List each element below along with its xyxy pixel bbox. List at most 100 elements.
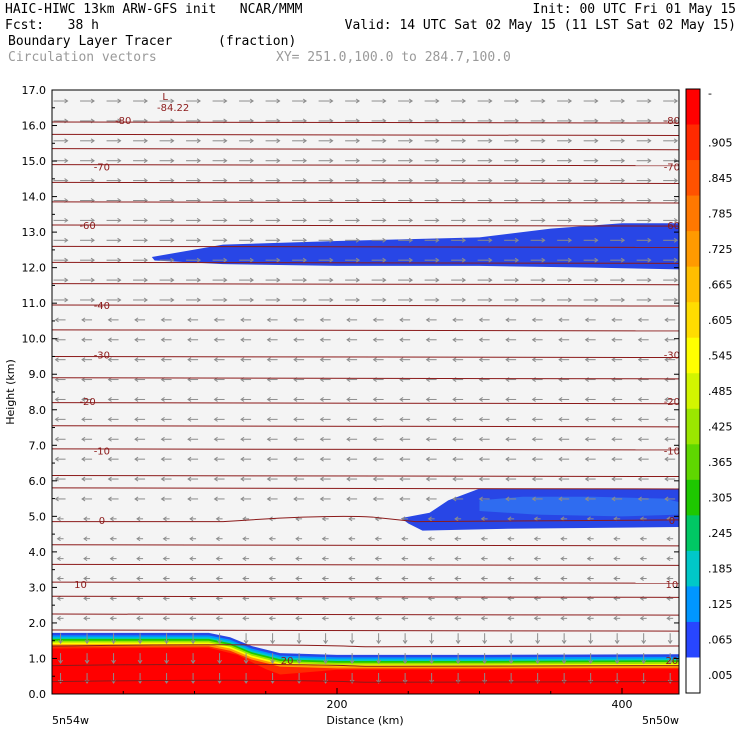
- field-units: (fraction): [218, 34, 297, 49]
- y-axis-title: Height (km): [4, 359, 17, 425]
- vector-arrow: [83, 596, 91, 601]
- vector-arrow: [348, 556, 356, 562]
- y-tick-label: 0.0: [29, 688, 47, 701]
- colorbar-swatch: [686, 444, 700, 481]
- vector-arrow: [107, 337, 119, 343]
- vector-arrow: [371, 198, 387, 203]
- vector-arrow: [318, 257, 334, 263]
- contour-label: -70: [664, 162, 680, 173]
- vector-arrow: [611, 357, 623, 363]
- vector-arrow: [319, 456, 331, 462]
- vector-arrow: [81, 496, 93, 502]
- vector-arrow: [372, 496, 384, 502]
- vector-arrow: [610, 257, 626, 263]
- vector-arrow: [107, 416, 119, 422]
- vector-arrow: [265, 277, 281, 283]
- vector-arrow: [80, 158, 95, 164]
- vector-arrow: [372, 436, 384, 442]
- vector-arrow: [372, 317, 384, 323]
- vector-arrow: [588, 633, 594, 645]
- vector-arrow: [610, 217, 626, 223]
- vector-arrow: [111, 653, 116, 665]
- vector-arrow: [480, 536, 488, 542]
- vector-arrow: [213, 496, 225, 502]
- temperature-contour: [51, 355, 680, 359]
- temperature-contour: [51, 644, 680, 648]
- vector-arrow: [106, 237, 122, 243]
- vector-arrow: [557, 138, 573, 144]
- vector-arrow: [454, 556, 462, 562]
- vector-arrow: [318, 297, 334, 303]
- colorbar-swatch: [686, 515, 700, 552]
- vector-arrow: [321, 576, 329, 581]
- vector-arrow: [663, 237, 679, 243]
- vector-arrow: [134, 397, 146, 402]
- temperature-contour: [51, 304, 680, 307]
- vector-arrow: [371, 178, 387, 184]
- colorbar-swatch: [686, 124, 700, 161]
- vector-arrow: [482, 653, 488, 665]
- vector-arrow: [136, 556, 144, 562]
- vector-arrow: [319, 496, 331, 502]
- vector-arrow: [84, 653, 90, 665]
- vector-arrow: [53, 297, 69, 303]
- contour-label: -20: [664, 397, 680, 408]
- colorbar-label: .125: [708, 598, 733, 611]
- vector-arrow: [109, 615, 117, 621]
- vector-arrow: [531, 397, 543, 402]
- vector-arrow: [424, 277, 440, 283]
- vector-arrow: [240, 456, 252, 462]
- vector-arrow: [505, 357, 517, 363]
- vector-arrow: [240, 416, 252, 422]
- vector-arrow: [480, 615, 488, 621]
- vector-arrow: [134, 337, 146, 343]
- vector-arrow: [666, 615, 674, 621]
- vector-arrow: [265, 297, 281, 303]
- vector-arrow: [663, 138, 679, 144]
- vector-arrow: [531, 337, 543, 343]
- vector-arrow: [268, 615, 276, 621]
- vector-arrow: [557, 158, 573, 164]
- vector-arrow: [557, 217, 573, 223]
- contour-label: -10: [664, 447, 680, 458]
- colorbar-swatch: [686, 231, 700, 268]
- vector-arrow: [239, 158, 254, 164]
- vector-arrow: [345, 158, 361, 164]
- vector-arrow: [186, 138, 201, 144]
- vector-arrow: [187, 397, 199, 402]
- vector-arrow: [54, 456, 66, 462]
- vector-arrow: [398, 138, 414, 144]
- vector-arrow: [186, 178, 201, 184]
- vector-arrow: [217, 633, 222, 645]
- vector-arrow: [478, 436, 490, 442]
- vector-arrow: [162, 615, 170, 621]
- vector-arrow: [53, 98, 69, 104]
- vector-arrow: [611, 496, 623, 502]
- vector-arrow: [215, 556, 223, 562]
- vector-arrow: [398, 158, 414, 164]
- vector-arrow: [584, 436, 596, 442]
- vector-arrow: [240, 476, 252, 482]
- vector-arrow: [583, 158, 599, 164]
- vector-arrow: [427, 576, 435, 581]
- vector-arrow: [162, 576, 170, 581]
- vector-arrow: [293, 416, 305, 422]
- vector-arrow: [215, 615, 223, 621]
- vector-arrow: [348, 615, 356, 621]
- plot-background: [52, 90, 679, 694]
- vector-arrow: [641, 653, 647, 665]
- vector-arrow: [614, 633, 620, 645]
- vector-arrow: [215, 576, 223, 581]
- colorbar-label: .425: [708, 421, 733, 434]
- vector-arrow: [663, 118, 679, 124]
- vector-arrow: [664, 416, 676, 422]
- vector-arrow: [558, 416, 570, 422]
- vector-arrow: [159, 237, 175, 243]
- vector-arrow: [56, 556, 64, 562]
- vector-arrow: [159, 98, 175, 104]
- vector-arrow: [265, 178, 281, 184]
- vector-arrow: [56, 615, 64, 621]
- vector-arrow: [641, 633, 647, 645]
- vector-arrow: [240, 496, 252, 502]
- vector-arrow: [504, 178, 520, 184]
